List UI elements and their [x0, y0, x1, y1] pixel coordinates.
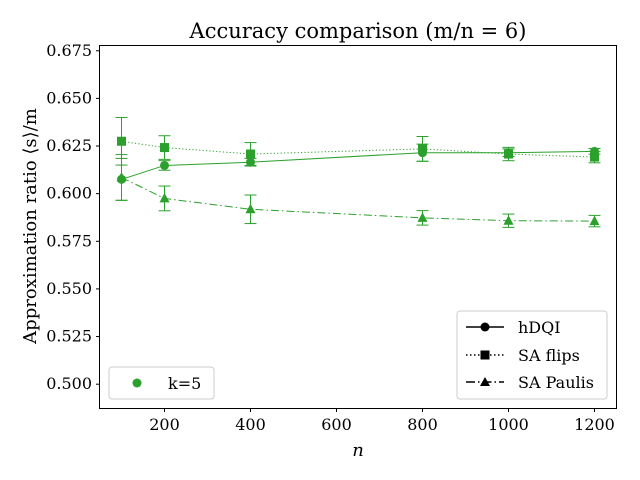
legend-sapaulis-label: SA Paulis [518, 373, 594, 392]
axis-ticks: 200 400 600 800 1000 1200 0.500 0.525 0.550 0.575… [46, 41, 615, 434]
data-point [116, 171, 127, 182]
legend-k: k=5 [108, 366, 215, 400]
y-tick-label: 0.650 [46, 88, 92, 107]
plot-area [115, 116, 601, 228]
data-point [417, 212, 428, 222]
legend-k-box [108, 366, 215, 400]
y-tick-label: 0.675 [46, 41, 92, 60]
data-point [160, 160, 169, 170]
x-tick-label: 600 [321, 415, 352, 434]
data-point [418, 144, 427, 154]
x-tick-label: 1200 [574, 415, 615, 434]
series-line-sa-flips [121, 140, 595, 158]
data-point [590, 152, 599, 162]
legend-saflips-marker [480, 350, 490, 360]
y-axis-label: Approximation ratio ⟨s⟩/m [20, 108, 41, 345]
legend-k-marker [132, 378, 142, 388]
data-point [503, 215, 514, 225]
series-sa-flips [115, 116, 601, 166]
x-tick-label: 800 [407, 415, 438, 434]
axes-frame [99, 45, 617, 409]
legend-saflips-label: SA flips [518, 346, 580, 365]
x-tick-label: 400 [235, 415, 266, 434]
y-tick-label: 0.550 [46, 279, 92, 298]
legend-hdqi-label: hDQI [518, 318, 561, 337]
y-tick-label: 0.625 [46, 136, 92, 155]
y-tick-label: 0.500 [46, 374, 92, 393]
series-line-sa-paulis [121, 177, 595, 222]
data-point [245, 203, 256, 214]
data-point [246, 149, 255, 159]
chart-title: Accuracy comparison (m/n = 6) [189, 19, 527, 43]
y-tick-label: 0.600 [46, 184, 92, 203]
x-tick-label: 200 [149, 415, 180, 434]
y-axis-label-text: Approximation ratio ⟨s⟩/m [20, 108, 41, 345]
series-sa-paulis [115, 154, 601, 228]
x-axis-label: n [352, 440, 364, 461]
y-tick-label: 0.575 [46, 231, 92, 250]
legend-k-label: k=5 [168, 374, 201, 393]
data-point [504, 149, 513, 159]
data-point [117, 136, 126, 146]
legend-style-box [456, 310, 608, 400]
data-point [159, 192, 170, 203]
data-point [160, 143, 169, 153]
data-point [589, 215, 600, 226]
y-tick-label: 0.525 [46, 327, 92, 346]
legend-style: hDQI SA flips SA Paulis [456, 310, 608, 400]
series-hdqi [115, 143, 601, 201]
x-tick-label: 1000 [488, 415, 529, 434]
series-line-hdqi [121, 150, 595, 180]
legend-hdqi-marker [480, 322, 490, 332]
legend-sapaulis-marker [480, 377, 490, 386]
